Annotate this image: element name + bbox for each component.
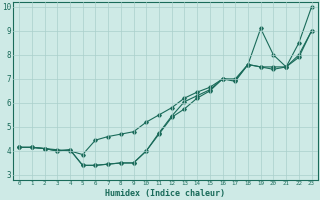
X-axis label: Humidex (Indice chaleur): Humidex (Indice chaleur) — [105, 189, 225, 198]
